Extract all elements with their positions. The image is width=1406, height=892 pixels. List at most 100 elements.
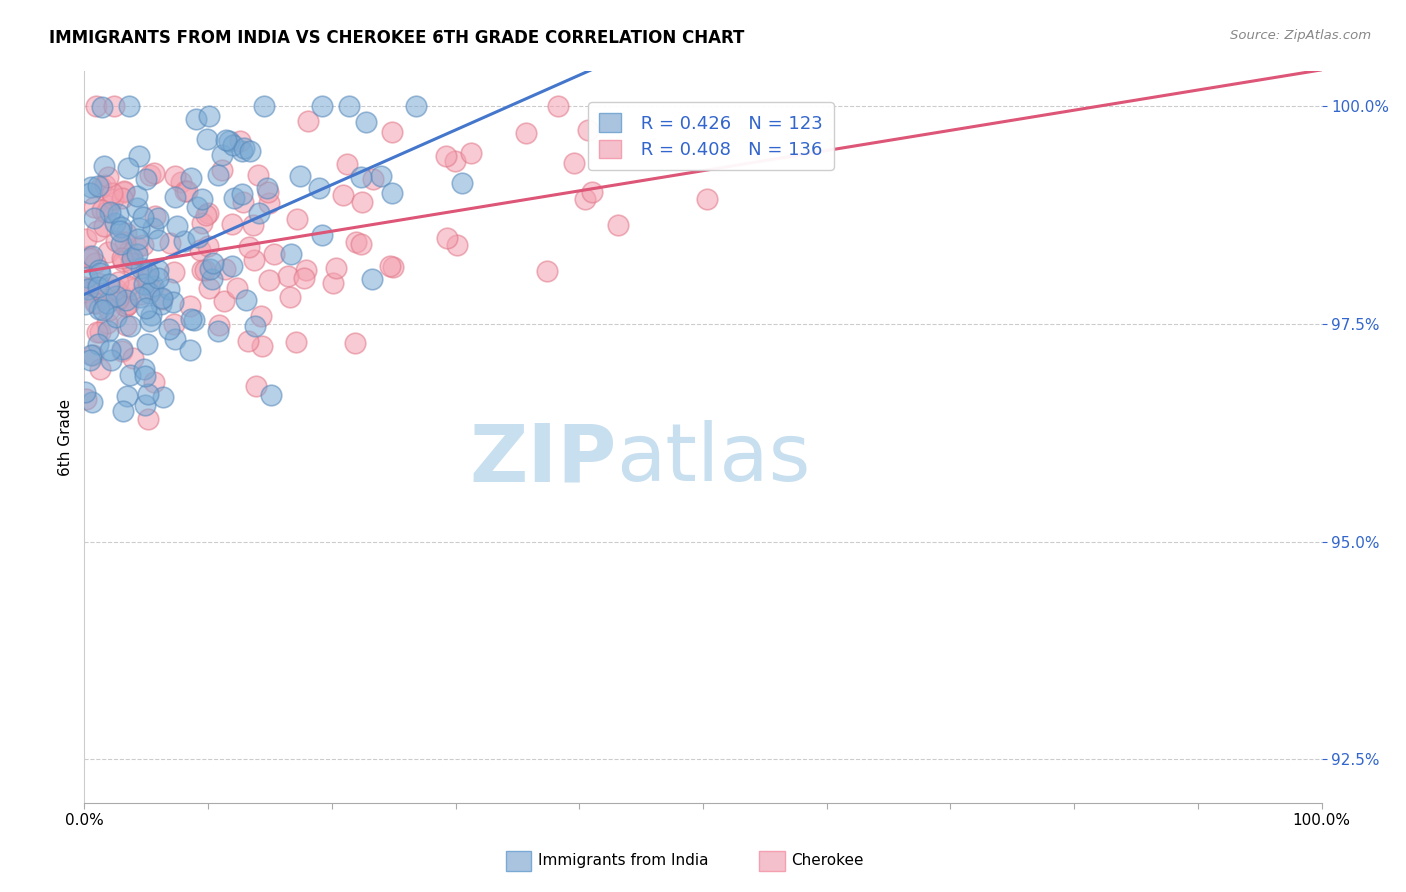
Point xyxy=(381,186,404,200)
Point xyxy=(180,171,202,186)
Point xyxy=(105,282,128,296)
Point xyxy=(139,168,162,182)
Point xyxy=(263,246,285,260)
Point xyxy=(238,334,260,348)
Point xyxy=(111,251,134,265)
Point xyxy=(225,281,247,295)
Point xyxy=(260,388,283,402)
Point xyxy=(361,171,384,186)
Point xyxy=(179,299,201,313)
Point xyxy=(360,272,382,286)
Point xyxy=(250,309,273,323)
Point xyxy=(295,263,318,277)
Point xyxy=(259,195,281,210)
Point xyxy=(87,276,110,290)
Point xyxy=(73,385,96,400)
Point xyxy=(176,184,198,198)
Point xyxy=(311,227,333,242)
Point xyxy=(75,392,97,406)
Point xyxy=(87,179,110,194)
Point xyxy=(186,200,208,214)
Point xyxy=(136,266,159,280)
Point xyxy=(607,218,630,232)
Point xyxy=(79,251,101,265)
Point xyxy=(198,261,221,276)
Point xyxy=(76,270,98,285)
Point xyxy=(125,240,148,254)
Point xyxy=(136,412,159,426)
Point xyxy=(107,275,129,289)
Point xyxy=(221,259,243,273)
Point xyxy=(245,379,267,393)
Point xyxy=(142,166,165,180)
Point xyxy=(354,115,377,129)
Point xyxy=(79,281,101,295)
Point xyxy=(89,362,111,376)
Point xyxy=(98,343,121,357)
Point xyxy=(562,156,585,170)
Point xyxy=(211,148,233,162)
Point xyxy=(101,186,124,200)
Point xyxy=(136,387,159,401)
Point xyxy=(208,318,231,332)
Point xyxy=(110,288,132,302)
Point xyxy=(111,343,134,358)
Point xyxy=(86,326,108,340)
Point xyxy=(96,205,118,219)
Point xyxy=(163,265,186,279)
Point xyxy=(115,227,138,241)
Point xyxy=(378,259,401,273)
Point xyxy=(127,247,149,261)
Point xyxy=(257,273,280,287)
Point xyxy=(98,277,121,292)
Point xyxy=(90,202,112,217)
Point xyxy=(159,236,181,251)
Point xyxy=(434,149,457,163)
Point xyxy=(200,272,222,286)
Point xyxy=(83,295,105,310)
Point xyxy=(87,302,110,317)
Point xyxy=(127,201,149,215)
Point xyxy=(98,205,121,219)
Point xyxy=(179,343,201,357)
Point xyxy=(97,244,120,259)
Point xyxy=(184,112,207,127)
Point xyxy=(381,125,404,139)
Point xyxy=(139,314,162,328)
Point xyxy=(152,390,174,404)
Point xyxy=(96,316,118,330)
Point xyxy=(157,283,180,297)
Point xyxy=(451,176,474,190)
Point xyxy=(122,351,145,365)
Point xyxy=(131,260,153,275)
Point xyxy=(195,208,218,222)
Point xyxy=(444,154,467,169)
Point xyxy=(235,293,257,307)
Point xyxy=(96,295,118,310)
Point xyxy=(90,180,112,194)
Point xyxy=(131,238,153,252)
Point xyxy=(187,229,209,244)
Point xyxy=(515,127,537,141)
Point xyxy=(211,163,233,178)
Point xyxy=(350,236,373,251)
Point xyxy=(100,352,122,367)
Point xyxy=(350,169,373,184)
Point xyxy=(111,342,134,356)
Point xyxy=(83,200,105,214)
Point xyxy=(250,339,273,353)
Point xyxy=(115,299,138,313)
Point xyxy=(381,260,404,274)
Point xyxy=(114,299,136,313)
Point xyxy=(104,234,127,248)
Point xyxy=(91,100,114,114)
Point xyxy=(121,281,143,295)
Point xyxy=(142,220,165,235)
Point xyxy=(257,185,280,199)
Point xyxy=(128,149,150,163)
Point xyxy=(73,280,96,294)
Text: ZIP: ZIP xyxy=(470,420,616,498)
Point xyxy=(82,348,104,362)
Point xyxy=(311,99,333,113)
Legend:  R = 0.426   N = 123,  R = 0.408   N = 136: R = 0.426 N = 123, R = 0.408 N = 136 xyxy=(588,103,834,169)
